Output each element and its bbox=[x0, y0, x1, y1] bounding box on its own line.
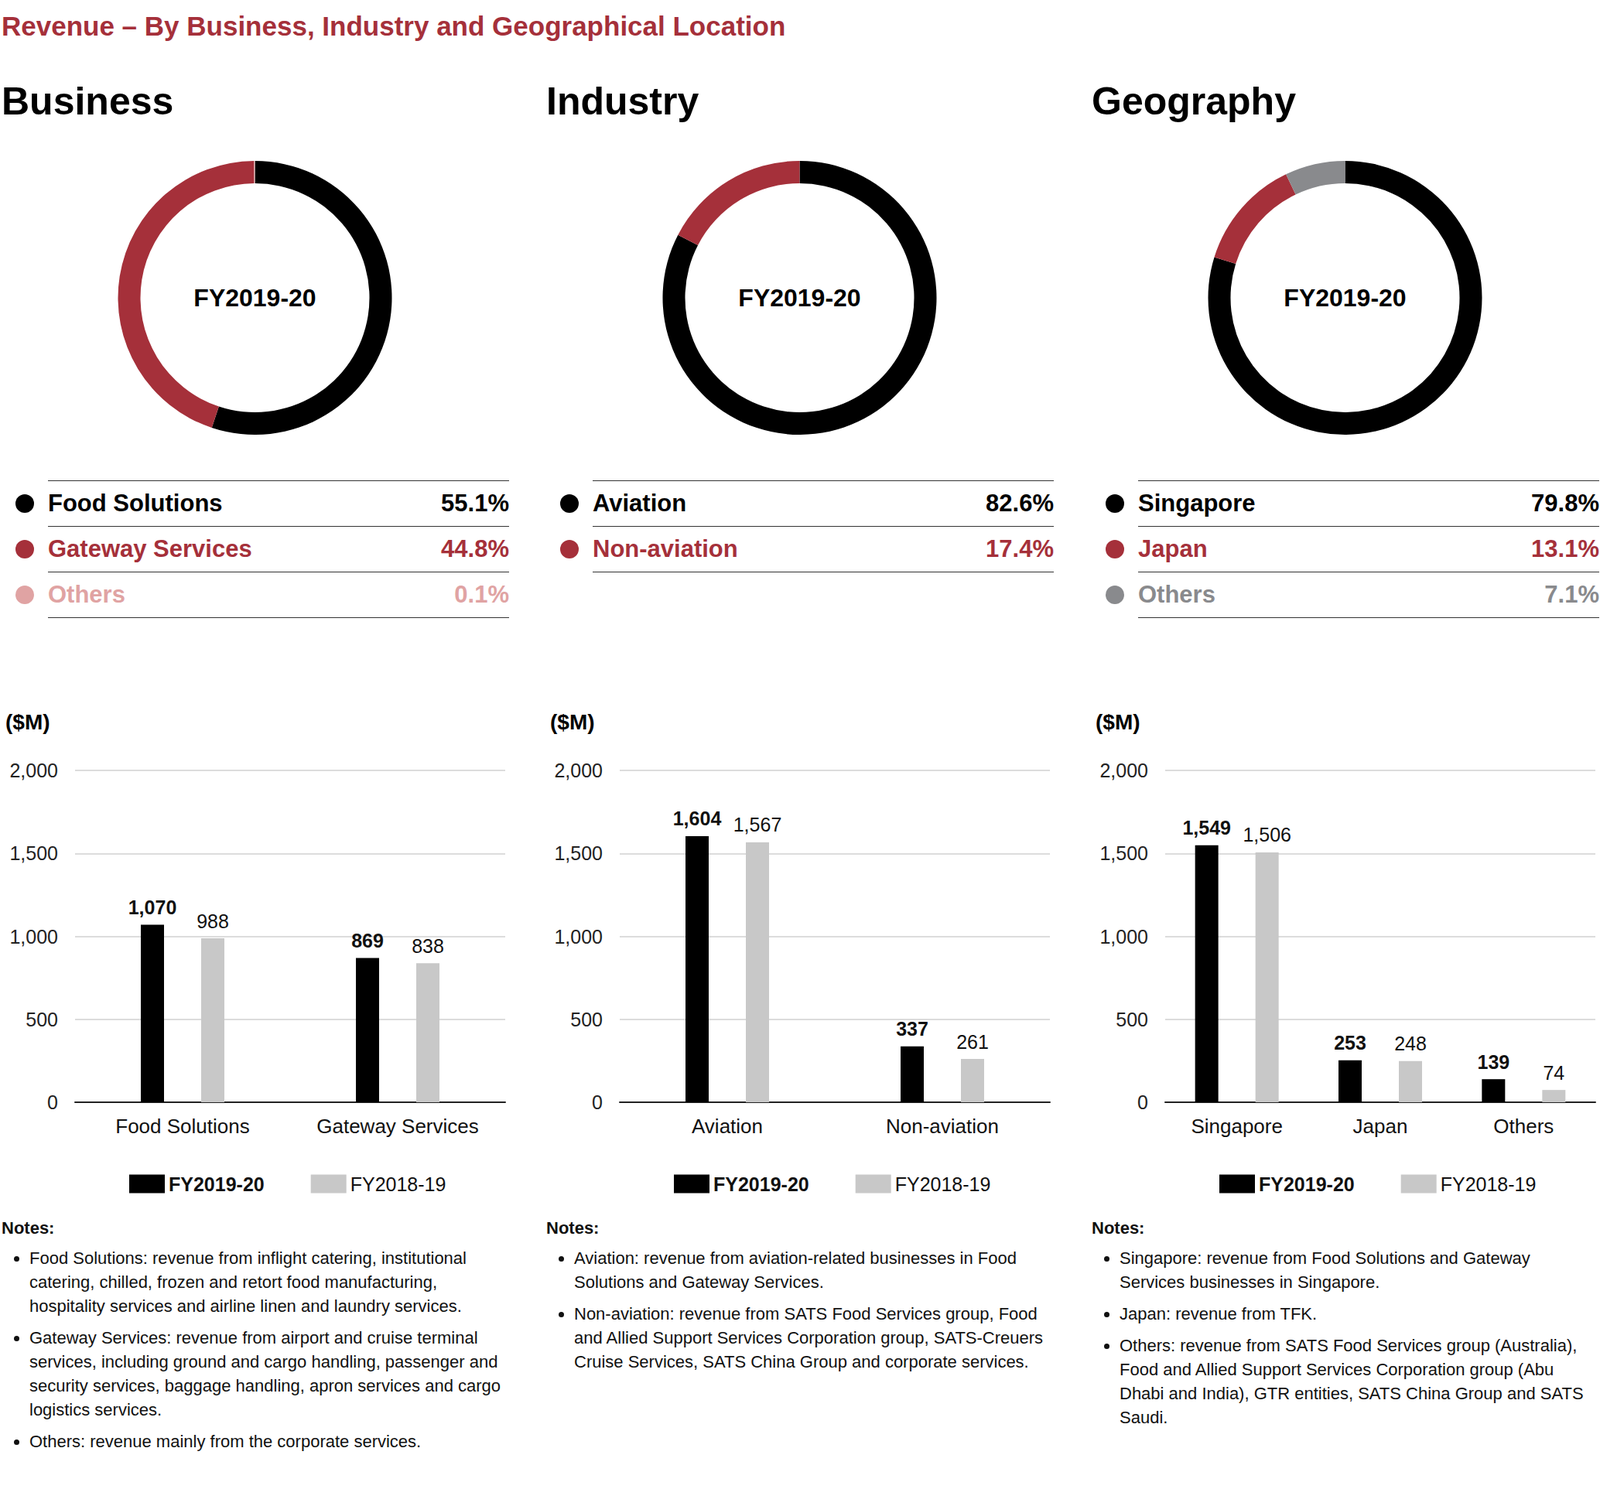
svg-text:253: 253 bbox=[1333, 1032, 1367, 1054]
svg-text:1,500: 1,500 bbox=[1099, 842, 1149, 865]
svg-text:FY2019-20: FY2019-20 bbox=[193, 283, 316, 312]
html-text:79.8%: 79.8% bbox=[1531, 489, 1600, 517]
html-text:0.1%: 0.1% bbox=[454, 581, 510, 609]
svg-text:Others: Others bbox=[1493, 1114, 1554, 1139]
svg-text:FY2018-19: FY2018-19 bbox=[895, 1173, 992, 1196]
html-text:Business: Business bbox=[1, 79, 174, 124]
html-text:Aviation: Aviation bbox=[592, 489, 687, 517]
html-text:Others: revenue from SATS Food: Others: revenue from SATS Food Services … bbox=[1119, 1336, 1584, 1428]
html-text:Singapore: Singapore bbox=[1138, 489, 1256, 517]
svg-text:337: 337 bbox=[895, 1018, 929, 1040]
svg-text:1,604: 1,604 bbox=[673, 807, 722, 830]
html-text:Others: Others bbox=[47, 581, 126, 609]
html-text:13.1%: 13.1% bbox=[1531, 535, 1600, 563]
html-text:Notes:: Notes: bbox=[546, 1218, 600, 1238]
html-text:Aviation: revenue from aviatio: Aviation: revenue from aviation-related … bbox=[574, 1248, 1017, 1293]
svg-text:FY2019-20: FY2019-20 bbox=[168, 1173, 265, 1196]
html-text:7.1%: 7.1% bbox=[1544, 581, 1600, 609]
html-text:Non-aviation: Non-aviation bbox=[592, 535, 738, 563]
html-text:Notes:: Notes: bbox=[1, 1218, 55, 1238]
svg-text:Gateway Services: Gateway Services bbox=[316, 1114, 479, 1139]
html-text:Food Solutions: revenue from i: Food Solutions: revenue from inflight ca… bbox=[29, 1248, 467, 1317]
svg-text:139: 139 bbox=[1476, 1051, 1510, 1074]
html-text:Food Solutions: Food Solutions bbox=[47, 489, 223, 517]
svg-text:FY2019-20: FY2019-20 bbox=[1258, 1173, 1355, 1196]
svg-text:1,000: 1,000 bbox=[1099, 926, 1149, 948]
svg-text:988: 988 bbox=[196, 910, 230, 933]
html-text:Singapore: revenue from Food S: Singapore: revenue from Food Solutions a… bbox=[1119, 1248, 1531, 1293]
html-text:55.1%: 55.1% bbox=[441, 489, 510, 517]
svg-text:FY2018-19: FY2018-19 bbox=[350, 1173, 447, 1196]
svg-text:1,567: 1,567 bbox=[733, 813, 783, 836]
svg-text:500: 500 bbox=[1115, 1008, 1149, 1031]
svg-text:($M): ($M) bbox=[5, 710, 51, 735]
svg-text:1,500: 1,500 bbox=[553, 842, 603, 865]
html-text:82.6%: 82.6% bbox=[985, 489, 1054, 517]
html-text:Notes:: Notes: bbox=[1091, 1218, 1145, 1238]
html-text:Others: Others bbox=[1138, 581, 1216, 609]
svg-text:1,500: 1,500 bbox=[9, 842, 59, 865]
svg-text:2,000: 2,000 bbox=[9, 759, 59, 782]
html-text:44.8%: 44.8% bbox=[441, 535, 510, 563]
html-text:Japan: Japan bbox=[1138, 535, 1208, 563]
svg-text:Japan: Japan bbox=[1353, 1114, 1409, 1139]
svg-text:FY2019-20: FY2019-20 bbox=[713, 1173, 810, 1196]
html-text:Gateway Services: Gateway Services bbox=[47, 535, 252, 563]
svg-text:Singapore: Singapore bbox=[1190, 1114, 1283, 1139]
html-text:Japan: revenue from TFK.: Japan: revenue from TFK. bbox=[1119, 1304, 1317, 1324]
svg-text:0: 0 bbox=[47, 1091, 59, 1114]
svg-text:0: 0 bbox=[1137, 1091, 1149, 1114]
html-text:Geography: Geography bbox=[1091, 79, 1296, 124]
svg-text:1,070: 1,070 bbox=[128, 896, 178, 919]
html-text:Industry: Industry bbox=[546, 79, 699, 124]
svg-text:Aviation: Aviation bbox=[691, 1114, 763, 1139]
svg-text:1,506: 1,506 bbox=[1242, 823, 1292, 846]
svg-text:Food Solutions: Food Solutions bbox=[115, 1114, 250, 1139]
svg-text:FY2019-20: FY2019-20 bbox=[738, 283, 861, 312]
html-text:17.4%: 17.4% bbox=[985, 535, 1054, 563]
html-text:Others: revenue mainly from th: Others: revenue mainly from the corporat… bbox=[29, 1432, 422, 1452]
svg-text:869: 869 bbox=[351, 929, 384, 952]
svg-text:1,000: 1,000 bbox=[9, 926, 59, 948]
svg-text:261: 261 bbox=[956, 1031, 989, 1053]
html-text:Non-aviation: revenue from SAT: Non-aviation: revenue from SATS Food Ser… bbox=[574, 1304, 1044, 1372]
svg-text:FY2018-19: FY2018-19 bbox=[1440, 1173, 1537, 1196]
svg-text:($M): ($M) bbox=[550, 710, 595, 735]
svg-text:2,000: 2,000 bbox=[553, 759, 603, 782]
html-text:Revenue – By Business, Industr: Revenue – By Business, Industry and Geog… bbox=[1, 10, 786, 42]
svg-text:FY2019-20: FY2019-20 bbox=[1283, 283, 1406, 312]
svg-text:Non-aviation: Non-aviation bbox=[885, 1114, 999, 1139]
svg-text:2,000: 2,000 bbox=[1099, 759, 1149, 782]
svg-text:1,000: 1,000 bbox=[553, 926, 603, 948]
html-text:Gateway Services: revenue from: Gateway Services: revenue from airport a… bbox=[29, 1328, 501, 1420]
svg-text:500: 500 bbox=[570, 1008, 603, 1031]
svg-text:0: 0 bbox=[591, 1091, 603, 1114]
svg-text:838: 838 bbox=[411, 935, 445, 958]
svg-text:74: 74 bbox=[1542, 1062, 1565, 1084]
svg-text:248: 248 bbox=[1394, 1032, 1427, 1055]
svg-text:($M): ($M) bbox=[1095, 710, 1141, 735]
svg-text:500: 500 bbox=[25, 1008, 59, 1031]
svg-text:1,549: 1,549 bbox=[1182, 817, 1231, 839]
